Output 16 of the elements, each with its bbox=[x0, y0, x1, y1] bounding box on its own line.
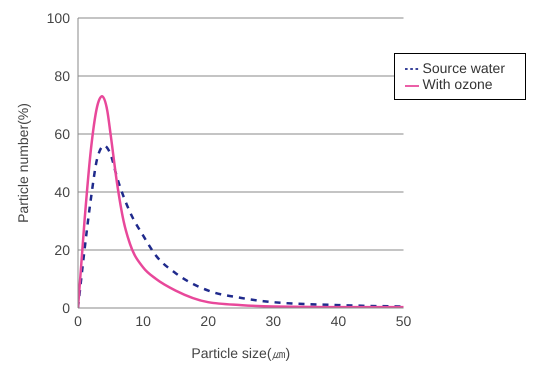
y-tick-label: 40 bbox=[54, 184, 70, 200]
y-tick-label: 0 bbox=[62, 300, 70, 316]
legend-label: Source water bbox=[422, 60, 505, 76]
y-tick-label: 60 bbox=[54, 126, 70, 142]
x-tick-label: 40 bbox=[330, 312, 346, 329]
x-tick-label: 20 bbox=[200, 312, 216, 329]
y-tick-label: 20 bbox=[54, 242, 70, 258]
x-tick-label: 0 bbox=[74, 312, 82, 329]
x-axis-title: Particle size(㎛) bbox=[191, 345, 290, 361]
x-tick-label: 50 bbox=[396, 312, 412, 329]
y-tick-label: 80 bbox=[54, 68, 70, 84]
x-tick-label: 30 bbox=[266, 312, 282, 329]
x-tick-label: 10 bbox=[135, 312, 152, 329]
y-tick-label: 100 bbox=[46, 10, 70, 26]
legend-label: With ozone bbox=[422, 76, 493, 92]
y-axis-title: Particle number(%) bbox=[14, 103, 31, 223]
